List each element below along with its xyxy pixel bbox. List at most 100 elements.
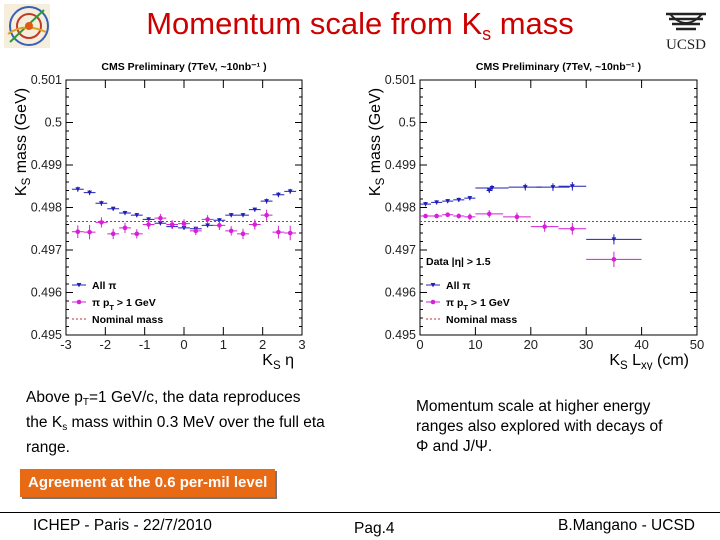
legend-label: Nominal mass — [92, 314, 163, 326]
x-tick-label: -2 — [100, 337, 112, 352]
data-point — [217, 223, 222, 228]
legend-marker — [76, 283, 82, 288]
x-tick-label: 20 — [524, 337, 538, 352]
data-point — [217, 218, 222, 223]
data-point — [240, 231, 246, 237]
legend-marker — [430, 299, 436, 305]
data-point — [158, 221, 163, 226]
legend-label: All π — [92, 280, 116, 292]
series-0 — [420, 182, 642, 245]
plot-frame — [419, 79, 698, 336]
y-tick-label: 0.501 — [385, 73, 416, 87]
left-text-1: Above p — [26, 389, 83, 406]
data-point — [467, 196, 473, 201]
y-tick-label: 0.495 — [31, 328, 62, 342]
series-1 — [420, 210, 642, 267]
data-point — [456, 197, 462, 203]
data-point — [486, 188, 492, 193]
x-axis-label: KS η — [262, 352, 294, 370]
chart-lxy: CMS Preliminary (7TeV, ~10nb⁻¹ ) 0.495 0.4… — [367, 61, 704, 370]
data-point — [205, 217, 210, 222]
data-point — [550, 185, 556, 190]
data-point — [423, 213, 428, 219]
right-paragraph: Momentum scale at higher energy ranges a… — [416, 398, 663, 455]
y-tick-label: 0.499 — [31, 158, 62, 172]
data-point — [146, 217, 151, 222]
x-tick-label: 2 — [259, 337, 266, 352]
left-text-2: =1 GeV/c, the data reproduces the K — [26, 389, 301, 431]
data-point — [489, 185, 495, 191]
y-tick-label: 0.5 — [45, 116, 62, 130]
legend-label: Nominal mass — [446, 314, 517, 326]
cms-logo-icon — [4, 4, 50, 48]
title-sub: s — [482, 24, 492, 44]
legend-label: All π — [446, 280, 470, 292]
footer-page: Pag.4 — [354, 520, 395, 537]
data-point — [434, 213, 439, 219]
y-tick-label: 0.496 — [385, 286, 416, 300]
x-tick-label: 40 — [634, 337, 648, 352]
data-point — [276, 192, 281, 198]
data-point — [542, 224, 547, 229]
data-point — [522, 185, 528, 190]
data-point — [611, 257, 617, 262]
x-axis-label: KS Lxy (cm) — [609, 352, 689, 370]
data-point — [252, 207, 258, 213]
chart-eta: CMS Preliminary (7TeV, ~10nb⁻¹ ) 0.495 0.4… — [13, 61, 306, 370]
y-tick-label: 0.495 — [385, 328, 416, 342]
data-point — [264, 199, 269, 204]
data-point — [134, 213, 140, 218]
data-point — [122, 225, 128, 231]
legend-marker — [430, 283, 436, 288]
data-point — [287, 230, 293, 236]
data-point — [158, 215, 163, 221]
charts-area: CMS Preliminary (7TeV, ~10nb⁻¹ ) 0.495 0.4… — [13, 61, 704, 370]
y-axis-label: KS mass (GeV) — [367, 88, 387, 196]
series-1 — [71, 209, 297, 241]
data-point — [611, 237, 617, 242]
ucsd-logo-text: UCSD — [666, 37, 706, 52]
data-point — [287, 189, 293, 194]
y-tick-label: 0.501 — [31, 73, 62, 87]
data-point — [181, 225, 187, 231]
x-tick-label: 30 — [579, 337, 593, 352]
x-tick-label: 1 — [220, 337, 227, 352]
data-point — [169, 222, 175, 227]
footer-divider — [0, 512, 720, 513]
y-tick-label: 0.496 — [31, 286, 62, 300]
x-tick-label: 0 — [180, 337, 187, 352]
data-point — [87, 229, 92, 235]
data-point — [445, 199, 451, 204]
data-point — [181, 221, 187, 226]
left-paragraph: Above pT=1 GeV/c, the data reproduces th… — [26, 388, 326, 458]
data-point — [467, 214, 473, 220]
data-point — [134, 231, 140, 237]
x-tick-label: 10 — [468, 337, 482, 352]
y-tick-label: 0.497 — [31, 243, 62, 257]
title-end: mass — [491, 6, 574, 41]
legend-header: Data |η| > 1.5 — [426, 256, 491, 268]
footer-left: ICHEP - Paris - 22/7/2010 — [33, 517, 212, 534]
x-tick-label: -1 — [139, 337, 151, 352]
chart-title: CMS Preliminary (7TeV, ~10nb⁻¹ ) — [476, 61, 641, 73]
legend-label: π pT > 1 GeV — [446, 297, 510, 312]
data-point — [75, 229, 81, 235]
data-point — [228, 213, 234, 218]
data-point — [445, 212, 451, 218]
left-text-2-sub: s — [62, 422, 68, 433]
agreement-badge: Agreement at the 0.6 per-mil level — [20, 469, 276, 497]
x-tick-label: 0 — [416, 337, 423, 352]
data-point — [423, 202, 428, 207]
y-tick-label: 0.498 — [31, 201, 62, 215]
slide-title: Momentum scale from Ks mass — [60, 6, 660, 45]
data-point — [514, 214, 520, 220]
y-tick-label: 0.499 — [385, 158, 416, 172]
y-tick-label: 0.5 — [399, 116, 416, 130]
data-point — [193, 228, 199, 234]
data-point — [570, 226, 575, 232]
data-point — [252, 222, 258, 227]
y-tick-label: 0.498 — [385, 201, 416, 215]
ucsd-logo-icon: UCSD — [666, 12, 706, 53]
data-point — [146, 222, 151, 227]
chart-title: CMS Preliminary (7TeV, ~10nb⁻¹ ) — [101, 61, 266, 73]
